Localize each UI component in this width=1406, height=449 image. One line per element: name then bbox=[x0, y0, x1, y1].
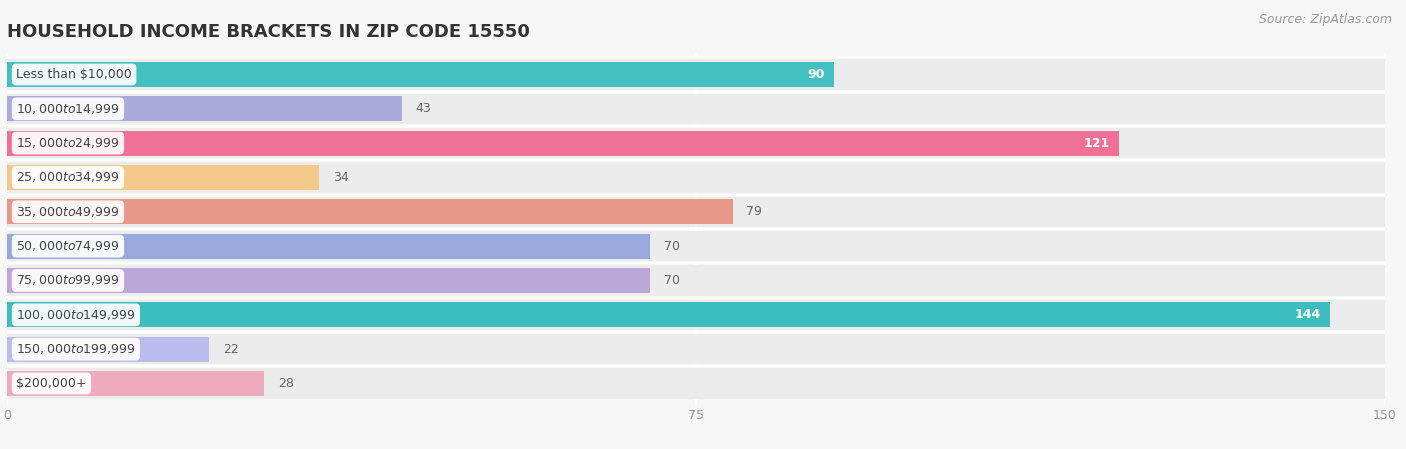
Text: $10,000 to $14,999: $10,000 to $14,999 bbox=[17, 102, 120, 116]
Text: $200,000+: $200,000+ bbox=[17, 377, 87, 390]
Bar bbox=[7, 234, 650, 259]
Bar bbox=[7, 197, 1385, 227]
Text: 144: 144 bbox=[1295, 308, 1320, 321]
Text: Less than $10,000: Less than $10,000 bbox=[17, 68, 132, 81]
Bar bbox=[7, 368, 1385, 399]
Bar bbox=[7, 265, 1385, 295]
Text: $75,000 to $99,999: $75,000 to $99,999 bbox=[17, 273, 120, 287]
Bar bbox=[7, 199, 733, 224]
Bar bbox=[7, 97, 402, 121]
Text: $35,000 to $49,999: $35,000 to $49,999 bbox=[17, 205, 120, 219]
Bar bbox=[7, 163, 1385, 193]
Bar bbox=[7, 128, 1385, 158]
Text: 43: 43 bbox=[416, 102, 432, 115]
Bar bbox=[7, 268, 650, 293]
Bar bbox=[7, 371, 264, 396]
Text: $150,000 to $199,999: $150,000 to $199,999 bbox=[17, 342, 135, 356]
Text: 70: 70 bbox=[664, 240, 681, 253]
Bar bbox=[7, 62, 834, 87]
Text: 121: 121 bbox=[1083, 136, 1109, 150]
Text: Source: ZipAtlas.com: Source: ZipAtlas.com bbox=[1258, 13, 1392, 26]
Text: 90: 90 bbox=[807, 68, 824, 81]
Text: $15,000 to $24,999: $15,000 to $24,999 bbox=[17, 136, 120, 150]
Text: 70: 70 bbox=[664, 274, 681, 287]
Bar bbox=[7, 165, 319, 190]
Text: 79: 79 bbox=[747, 205, 762, 218]
Text: $50,000 to $74,999: $50,000 to $74,999 bbox=[17, 239, 120, 253]
Text: 34: 34 bbox=[333, 171, 349, 184]
Text: 28: 28 bbox=[278, 377, 294, 390]
Text: HOUSEHOLD INCOME BRACKETS IN ZIP CODE 15550: HOUSEHOLD INCOME BRACKETS IN ZIP CODE 15… bbox=[7, 23, 530, 41]
Bar bbox=[7, 303, 1330, 327]
Bar bbox=[7, 94, 1385, 124]
Text: $25,000 to $34,999: $25,000 to $34,999 bbox=[17, 171, 120, 185]
Bar bbox=[7, 231, 1385, 261]
Bar bbox=[7, 334, 1385, 364]
Text: $100,000 to $149,999: $100,000 to $149,999 bbox=[17, 308, 135, 322]
Text: 22: 22 bbox=[224, 343, 239, 356]
Bar bbox=[7, 131, 1119, 155]
Bar bbox=[7, 337, 209, 361]
Bar bbox=[7, 300, 1385, 330]
Bar bbox=[7, 59, 1385, 90]
